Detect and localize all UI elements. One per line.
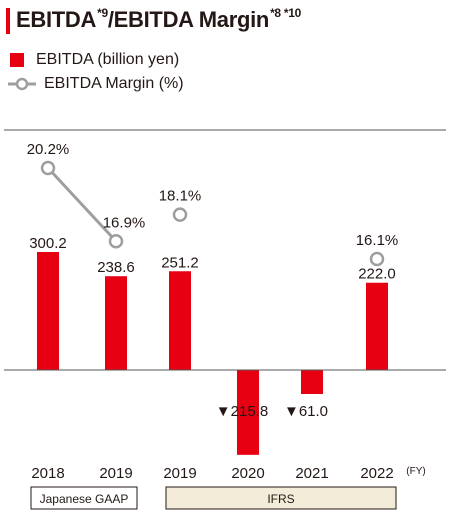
ebitda-value-label-1: 238.6 [97,259,135,276]
margin-value-label-1: 16.9% [103,214,146,231]
legend-item-ebitda: EBITDA (billion yen) [8,48,184,72]
x-tick-label-3: 2020 [231,465,264,482]
legend-item-margin: EBITDA Margin (%) [8,72,184,96]
title-margin: /EBITDA Margin [107,7,270,32]
margin-value-label-5: 16.1% [356,232,399,249]
ebitda-value-label-0: 300.2 [29,235,67,252]
ebitda-bar-0 [37,252,59,370]
title-accent-bar [6,8,10,34]
chart-legend: EBITDA (billion yen) EBITDA Margin (%) [8,48,184,96]
margin-point-0 [40,160,56,176]
x-tick-label-0: 2018 [31,465,64,482]
ebitda-bar-2 [169,271,191,370]
legend-line-swatch [8,77,36,91]
segment-box-japanese-gaap [30,486,138,510]
margin-point-1 [108,234,124,249]
legend-margin-label: EBITDA Margin (%) [44,75,184,92]
ebitda-value-label-2: 251.2 [161,254,199,271]
ebitda-value-label-3: ▼215.8 [216,403,268,420]
x-tick-label-5: 2022 [360,465,393,482]
title-note-8-10: *8 *10 [270,6,301,20]
chart-title: EBITDA*9/EBITDA Margin*8 *10 [16,6,301,33]
ebitda-value-label-5: 222.0 [358,266,396,283]
x-axis-unit: (FY) [406,466,425,477]
segment-label-ifrs: IFRS [267,492,294,506]
legend-ebitda-label: EBITDA (billion yen) [36,51,180,68]
ebitda-bar-1 [105,276,127,370]
margin-line-segment [46,166,118,243]
ebitda-value-label-4: ▼61.0 [284,403,328,420]
x-tick-label-1: 2019 [99,465,132,482]
segment-box-ifrs [165,486,397,510]
margin-value-label-2: 18.1% [159,188,202,205]
segment-label-japanese-gaap: Japanese GAAP [40,492,129,506]
title-ebitda: EBITDA [16,7,97,32]
x-tick-label-4: 2021 [295,465,328,482]
ebitda-bar-5 [366,282,388,370]
legend-bar-swatch [10,53,24,67]
ebitda-bar-3 [237,370,259,455]
x-tick-label-2: 2019 [163,465,196,482]
margin-point-2 [172,207,188,222]
margin-point-5 [369,251,385,267]
ebitda-bar-4 [301,370,323,394]
margin-value-label-0: 20.2% [27,141,70,158]
title-note-9: *9 [97,6,108,20]
